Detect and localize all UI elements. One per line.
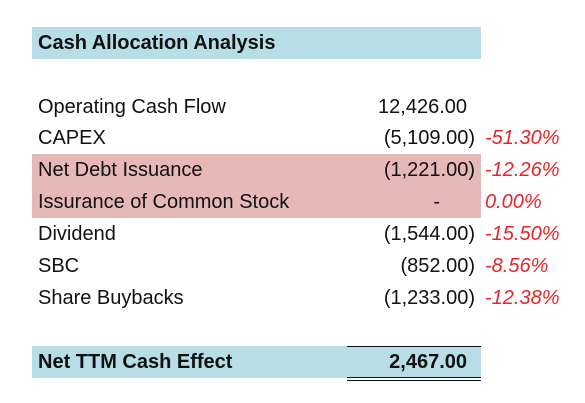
row-value: (5,109.00) (383, 127, 475, 149)
row-label: Net Debt Issuance (38, 159, 203, 181)
row-common-stock: Issurance of Common Stock - 0.00% (0, 186, 585, 218)
row-share-buybacks: Share Buybacks (1,233.00) -12.38% (0, 282, 585, 314)
row-label: Share Buybacks (38, 287, 184, 309)
row-operating-cash-flow: Operating Cash Flow 12,426.00 (0, 91, 585, 123)
row-value: (1,544.00) (383, 223, 475, 245)
row-percent: -15.50% (485, 223, 560, 245)
sheet-title: Cash Allocation Analysis (38, 32, 276, 54)
row-capex: CAPEX (5,109.00) -51.30% (0, 122, 585, 154)
row-label: SBC (38, 255, 80, 277)
total-band (32, 346, 481, 378)
row-value: (1,221.00) (383, 159, 475, 181)
row-label: Operating Cash Flow (38, 96, 226, 118)
row-value: (852.00) (400, 255, 476, 277)
row-label: Issurance of Common Stock (38, 191, 290, 213)
row-value: - (433, 191, 440, 213)
row-dividend: Dividend (1,544.00) -15.50% (0, 218, 585, 250)
row-percent: 0.00% (485, 191, 542, 213)
total-double-underline-2 (347, 380, 481, 381)
row-total: Net TTM Cash Effect 2,467.00 (0, 346, 585, 378)
row-percent: -51.30% (485, 127, 560, 149)
highlight-band (32, 154, 481, 218)
row-percent: -12.38% (485, 287, 560, 309)
row-percent: -12.26% (485, 159, 560, 181)
total-label: Net TTM Cash Effect (38, 351, 233, 373)
title-band (32, 27, 481, 59)
title-row: Cash Allocation Analysis (0, 27, 585, 59)
total-top-border (347, 346, 481, 347)
total-double-underline-1 (347, 377, 481, 378)
row-sbc: SBC (852.00) -8.56% (0, 250, 585, 282)
row-value: 12,426.00 (378, 96, 467, 118)
row-label: Dividend (38, 223, 116, 245)
total-value: 2,467.00 (389, 351, 467, 373)
row-percent: -8.56% (485, 255, 549, 277)
row-label: CAPEX (38, 127, 106, 149)
row-value: (1,233.00) (383, 287, 475, 309)
row-net-debt-issuance: Net Debt Issuance (1,221.00) -12.26% (0, 154, 585, 186)
